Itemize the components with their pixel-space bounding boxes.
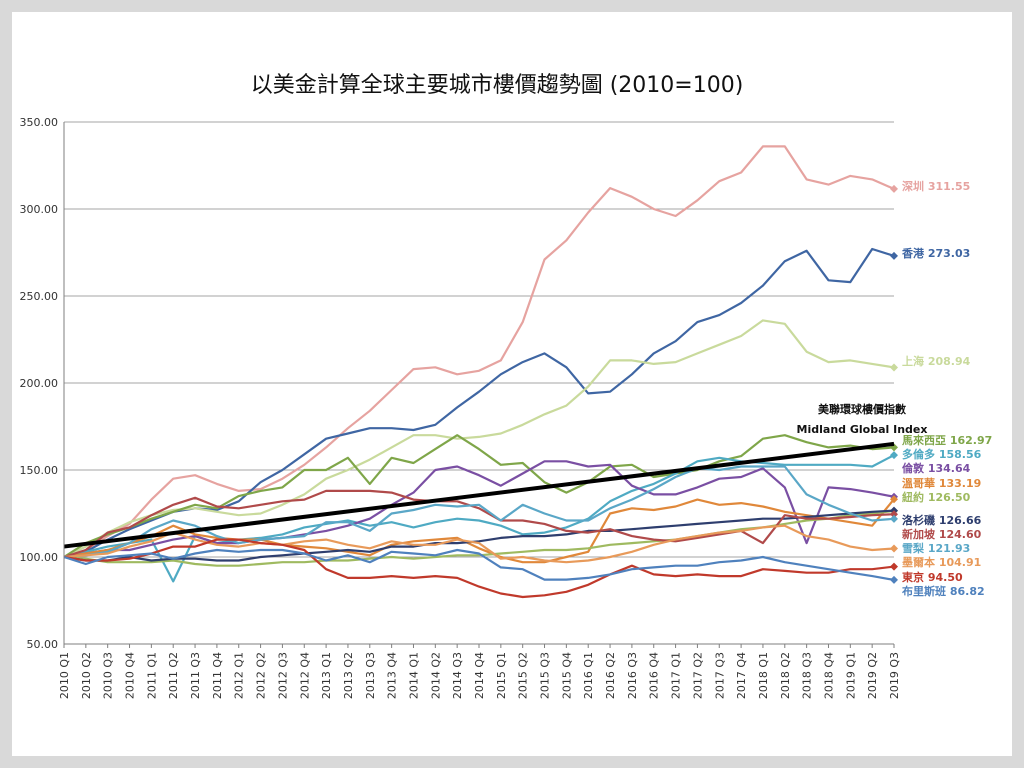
y-tick-label: 300.00	[20, 203, 59, 216]
series-line	[63, 489, 895, 559]
x-tick-label: 2014 Q4	[473, 652, 486, 699]
x-tick-label: 2010 Q4	[124, 652, 137, 699]
series-label: 紐約 126.50	[902, 490, 971, 504]
series-label: 東京 94.50	[902, 570, 963, 584]
x-tick-label: 2014 Q1	[407, 652, 420, 699]
x-tick-label: 2017 Q2	[691, 652, 704, 699]
series-end-marker	[890, 363, 898, 372]
x-tick-label: 2014 Q3	[451, 652, 464, 699]
x-tick-label: 2010 Q2	[80, 652, 93, 699]
series-end-marker	[890, 184, 898, 193]
series-label: 溫哥華 133.19	[902, 476, 981, 490]
x-tick-label: 2018 Q1	[757, 652, 770, 699]
series-line	[63, 548, 895, 581]
x-tick-label: 2018 Q4	[822, 652, 835, 699]
series-end-marker	[890, 510, 898, 519]
series-line	[63, 509, 895, 562]
x-tick-label: 2015 Q3	[539, 652, 552, 699]
series-line	[63, 247, 895, 559]
series-line	[63, 319, 895, 558]
x-tick-label: 2011 Q3	[189, 652, 202, 699]
x-tick-label: 2019 Q2	[866, 652, 879, 699]
series-end-marker	[890, 514, 898, 523]
chart-title: 以美金計算全球主要城市樓價趨勢圖 (2010=100)	[251, 73, 744, 98]
x-tick-label: 2016 Q2	[604, 652, 617, 699]
x-tick-label: 2010 Q3	[102, 652, 115, 699]
x-tick-label: 2013 Q3	[364, 652, 377, 699]
series-label: 倫敦 134.64	[902, 461, 971, 475]
index-label-cn: 美聯環球樓價指數	[818, 402, 906, 416]
series-label: 上海 208.94	[902, 354, 971, 368]
x-tick-label: 2012 Q3	[276, 652, 289, 699]
x-tick-label: 2016 Q4	[648, 652, 661, 699]
x-tick-label: 2016 Q1	[582, 652, 595, 699]
series-label: 香港 273.03	[901, 246, 970, 260]
x-tick-label: 2014 Q2	[429, 652, 442, 699]
series-end-marker	[890, 575, 898, 584]
series-end-marker	[890, 451, 898, 460]
series-label: 墨爾本 104.91	[902, 555, 981, 569]
x-tick-label: 2011 Q4	[211, 652, 224, 699]
series-label: 新加坡 124.60	[902, 527, 982, 541]
x-tick-label: 2010 Q1	[58, 652, 71, 699]
x-tick-label: 2015 Q1	[495, 652, 508, 699]
x-tick-label: 2011 Q2	[167, 652, 180, 699]
series-end-marker	[890, 495, 898, 504]
series-label: 深圳 311.55	[902, 179, 970, 193]
y-tick-label: 100.00	[20, 551, 59, 564]
x-tick-label: 2015 Q4	[560, 652, 573, 699]
series-label: 布里斯班 86.82	[902, 584, 985, 598]
x-tick-label: 2016 Q3	[626, 652, 639, 699]
series-label: 雪梨 121.93	[902, 541, 970, 555]
series-line	[63, 524, 895, 564]
x-tick-label: 2017 Q4	[735, 652, 748, 699]
index-label-en: Midland Global Index	[797, 423, 928, 436]
x-tick-label: 2013 Q4	[386, 652, 399, 699]
series-line	[63, 145, 895, 559]
y-tick-label: 200.00	[20, 377, 59, 390]
chart: 以美金計算全球主要城市樓價趨勢圖 (2010=100) 50.00 100.00 1…	[20, 73, 993, 699]
series-line	[63, 434, 895, 558]
x-tick-label: 2011 Q1	[145, 652, 158, 699]
series-label: 洛杉磯 126.66	[902, 513, 982, 527]
series-end-marker	[890, 251, 898, 260]
x-tick-label: 2012 Q1	[233, 652, 246, 699]
y-tick-label: 50.00	[27, 638, 59, 651]
x-tick-label: 2012 Q4	[298, 652, 311, 699]
series-label: 多倫多 158.56	[902, 447, 982, 461]
x-tick-label: 2019 Q1	[844, 652, 857, 699]
x-tick-label: 2013 Q1	[320, 652, 333, 699]
slide: 以美金計算全球主要城市樓價趨勢圖 (2010=100) 50.00 100.00 1…	[12, 12, 1012, 756]
series-line	[63, 460, 895, 559]
y-tick-label: 250.00	[20, 290, 59, 303]
x-tick-label: 2017 Q1	[670, 652, 683, 699]
x-tick-label: 2012 Q2	[255, 652, 268, 699]
x-tick-label: 2019 Q3	[888, 652, 901, 699]
y-tick-label: 350.00	[20, 116, 59, 129]
series-end-marker	[890, 562, 898, 571]
x-tick-label: 2018 Q2	[779, 652, 792, 699]
x-tick-label: 2017 Q3	[713, 652, 726, 699]
series-end-marker	[890, 544, 898, 553]
series-line	[63, 498, 895, 564]
x-tick-label: 2015 Q2	[517, 652, 530, 699]
y-tick-label: 150.00	[20, 464, 59, 477]
midland-global-index-line	[63, 441, 895, 549]
series-line	[63, 538, 895, 599]
series-label: 馬來西亞 162.97	[902, 433, 992, 447]
x-tick-label: 2013 Q2	[342, 652, 355, 699]
x-tick-label: 2018 Q3	[801, 652, 814, 699]
